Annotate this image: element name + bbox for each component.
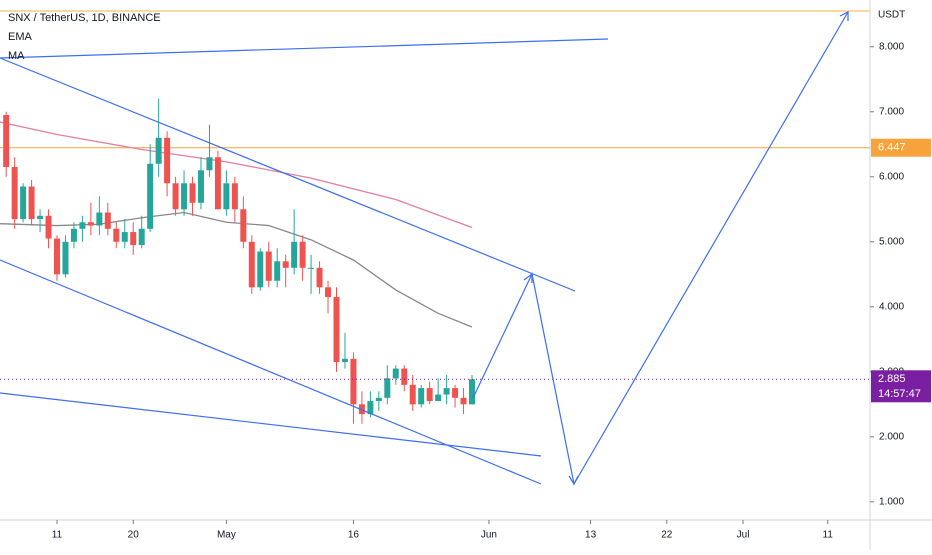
candle-body	[350, 358, 357, 405]
candle-body	[130, 232, 137, 246]
candle-body	[121, 232, 128, 242]
trend-line	[0, 259, 542, 485]
candle-body	[409, 384, 416, 405]
candle-body	[214, 157, 221, 210]
candle-body	[54, 238, 61, 275]
legend-ema: EMA	[8, 31, 33, 43]
candle-body	[70, 228, 77, 242]
y-tick-label: 6.000	[879, 171, 904, 182]
candle-body	[206, 157, 213, 171]
candle-body	[248, 241, 255, 288]
candle-body	[96, 212, 103, 226]
candle-body	[384, 378, 391, 398]
x-tick-label: Jun	[481, 530, 497, 541]
candle-body	[37, 215, 44, 220]
arrow-head	[523, 272, 533, 283]
x-tick-label: 11	[52, 530, 63, 541]
price-label: 6.447	[878, 142, 906, 154]
candle-body	[367, 401, 374, 415]
candle-body	[435, 394, 442, 402]
candle-body	[104, 212, 111, 229]
candle-body	[308, 267, 315, 269]
candle-body	[375, 397, 382, 402]
price-label-box	[871, 138, 931, 157]
arrow-head	[568, 475, 579, 486]
y-tick-label: 4.000	[879, 301, 904, 312]
candle-body	[392, 368, 399, 379]
x-tick-label: 16	[348, 530, 360, 541]
candle-body	[265, 251, 272, 281]
candle-body	[197, 170, 204, 203]
x-tick-label: May	[217, 530, 236, 541]
candle-body	[426, 388, 433, 402]
candle-body	[172, 183, 179, 210]
candle-body	[164, 137, 171, 184]
candle-body	[189, 183, 196, 203]
candle-body	[401, 368, 408, 385]
y-tick-label: 1.000	[879, 496, 904, 507]
candle-body	[181, 183, 188, 210]
candle-body	[299, 241, 306, 268]
x-tick-label: 13	[585, 530, 597, 541]
countdown-label: 14:57:47	[878, 388, 921, 400]
candle-body	[231, 183, 238, 210]
candle-body	[155, 137, 162, 164]
y-tick-label: 8.000	[879, 41, 904, 52]
candle-body	[113, 228, 120, 242]
candle-body	[452, 388, 459, 398]
candle-body	[274, 261, 281, 281]
x-tick-label: Jul	[737, 530, 750, 541]
candle-body	[291, 241, 298, 268]
candle-body	[282, 261, 289, 268]
drawings	[0, 11, 849, 486]
candle-body	[45, 215, 52, 239]
last-price-box	[871, 370, 931, 403]
candle-body	[62, 241, 69, 275]
candle-body	[79, 222, 86, 229]
candle-body	[469, 379, 476, 405]
candle-body	[325, 287, 332, 298]
projection-path	[472, 11, 849, 486]
currency-label: USDT	[878, 10, 905, 21]
candle-body	[341, 358, 348, 363]
trend-line	[0, 57, 576, 292]
arrow-head	[839, 11, 849, 21]
candle-body	[316, 267, 323, 288]
x-tick-label: 22	[661, 530, 673, 541]
candle-body	[223, 183, 230, 210]
indicator-line	[0, 121, 473, 229]
x-tick-label: 20	[128, 530, 140, 541]
y-tick-label: 5.000	[879, 236, 904, 247]
trend-line	[0, 392, 542, 457]
candle-body	[333, 297, 340, 363]
y-tick-label: 7.000	[879, 106, 904, 117]
trend-line	[0, 38, 609, 59]
candle-body	[257, 251, 264, 288]
candle-body	[147, 163, 154, 229]
chart-title: SNX / TetherUS, 1D, BINANCE	[8, 12, 161, 24]
candle-body	[138, 228, 145, 246]
candle-body	[11, 167, 18, 220]
last-price-label: 2.885	[878, 373, 906, 385]
candle-body	[87, 222, 94, 226]
candle-body	[418, 388, 425, 405]
legend-ma: MA	[8, 50, 25, 62]
x-tick-label: 11	[823, 530, 834, 541]
candle-body	[3, 115, 10, 168]
candle-body	[28, 186, 35, 220]
candle-body	[443, 388, 450, 395]
candle-body	[20, 186, 27, 220]
candle-body	[240, 209, 247, 242]
candle-body	[460, 397, 467, 405]
y-tick-label: 2.000	[879, 431, 904, 442]
